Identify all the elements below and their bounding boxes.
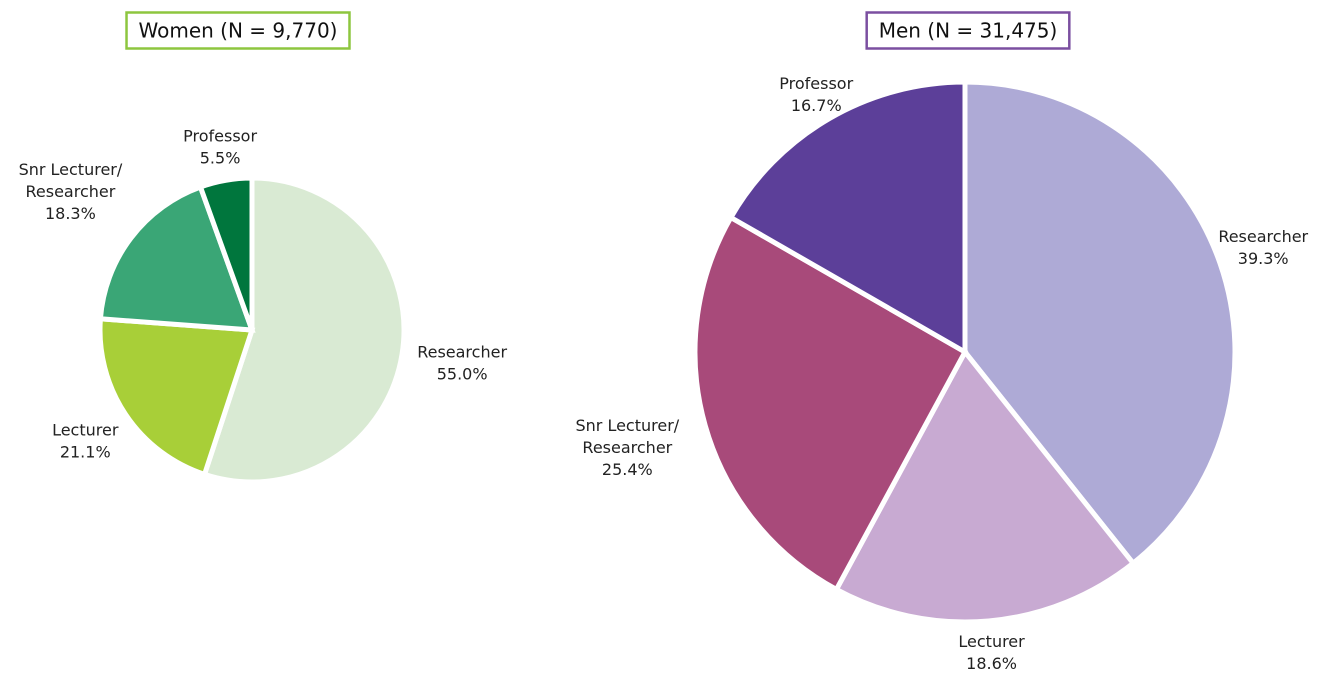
value-label: 16.7% — [791, 95, 842, 114]
pie-slice — [97, 183, 256, 333]
slice-label: Snr Lecturer/Researcher 25.4% — [575, 415, 679, 478]
value-label: 21.1% — [60, 442, 111, 461]
pie-slice — [692, 214, 969, 593]
pie-slice — [97, 316, 256, 478]
pie-slice — [833, 347, 1137, 625]
title-box — [125, 11, 351, 50]
pie-slice — [727, 79, 968, 357]
value-label: 25.4% — [602, 459, 653, 478]
value-label: 55.0% — [437, 364, 488, 383]
slice-label: Professor 5.5% — [183, 126, 257, 167]
category-label: Lecturer — [958, 632, 1025, 651]
value-label: 18.3% — [45, 204, 96, 223]
category-label: Professor — [183, 126, 257, 145]
slice-label: Snr Lecturer/Researcher 18.3% — [19, 160, 123, 223]
slice-label: Lecturer 18.6% — [958, 632, 1025, 673]
slice-label: Lecturer 21.1% — [52, 420, 119, 461]
category-label: Researcher — [582, 437, 672, 456]
value-label: 39.3% — [1238, 248, 1289, 267]
category-label: Researcher — [1218, 226, 1308, 245]
slice-label: Researcher 55.0% — [417, 342, 507, 383]
category-label: Professor — [779, 73, 853, 92]
category-label: Snr Lecturer/ — [575, 415, 679, 434]
value-label: 18.6% — [966, 654, 1017, 673]
pie-slice — [962, 79, 1238, 567]
chart-title: Women (N = 9,770) — [139, 19, 338, 43]
pie-slice — [197, 175, 255, 331]
slice-label: Researcher 39.3% — [1218, 226, 1308, 267]
value-label: 5.5% — [200, 148, 241, 167]
slice-label: Professor 16.7% — [779, 73, 853, 114]
category-label: Researcher — [417, 342, 507, 361]
title-box — [865, 11, 1071, 50]
category-label: Researcher — [26, 182, 116, 201]
chart-title: Men (N = 31,475) — [879, 19, 1058, 43]
category-label: Lecturer — [52, 420, 119, 439]
category-label: Snr Lecturer/ — [19, 160, 123, 179]
